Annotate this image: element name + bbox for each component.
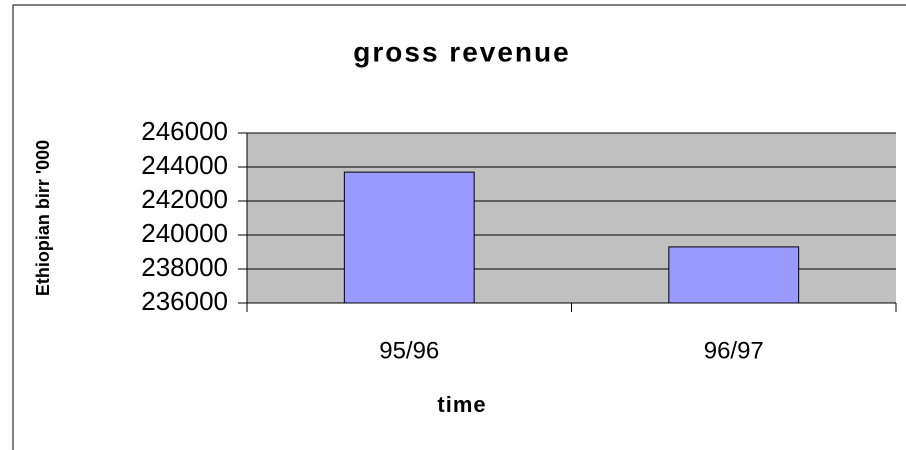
bar xyxy=(668,246,800,304)
y-tick-label: 242000 xyxy=(141,184,228,214)
x-axis-label: time xyxy=(437,392,486,417)
y-tick-label: 244000 xyxy=(141,150,228,180)
y-tick-label: 238000 xyxy=(141,252,228,282)
x-tick-label: 96/97 xyxy=(704,337,764,364)
y-tick-label: 236000 xyxy=(141,286,228,316)
x-tick-label: 95/96 xyxy=(379,337,439,364)
chart-title: gross revenue xyxy=(353,36,570,67)
y-axis-label: Ethiopian birr '000 xyxy=(33,140,53,296)
y-tick-label: 246000 xyxy=(141,116,228,146)
bar xyxy=(343,171,475,304)
chart-frame xyxy=(12,4,906,450)
y-tick-label: 240000 xyxy=(141,218,228,248)
